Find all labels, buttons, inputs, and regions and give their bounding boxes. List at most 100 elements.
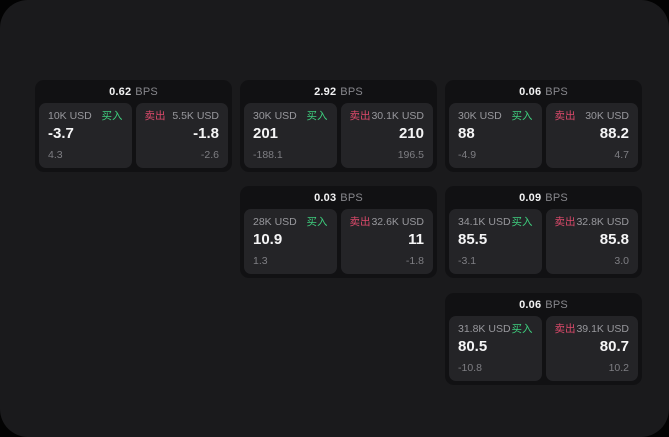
sell-tile[interactable]: 卖出 39.1K USD 80.7 10.2 (545, 316, 638, 381)
sell-label: 卖出 (349, 216, 371, 228)
buy-label: 买入 (511, 323, 533, 335)
buy-tile[interactable]: 30K USD 买入 201 -188.1 (244, 103, 337, 168)
quote-tiles: 10K USD 买入 -3.7 4.3 卖出 5.5K USD -1.8 -2.… (39, 103, 228, 168)
buy-delta: -4.9 (458, 149, 477, 161)
bps-value: 0.09 (519, 191, 542, 204)
bps-value: 0.06 (519, 85, 542, 98)
buy-tile[interactable]: 10K USD 买入 -3.7 4.3 (39, 103, 132, 168)
quote-card: 0.06 BPS 30K USD 买入 88 -4.9 卖出 30K USD 8… (445, 80, 642, 172)
buy-tile[interactable]: 31.8K USD 买入 80.5 -10.8 (449, 316, 542, 381)
buy-label: 买入 (306, 110, 328, 122)
buy-delta: -3.1 (458, 255, 477, 267)
buy-price: 201 (253, 125, 279, 142)
sell-notional: 32.8K USD (576, 216, 629, 228)
quote-tiles: 30K USD 买入 88 -4.9 卖出 30K USD 88.2 4.7 (449, 103, 638, 168)
sell-notional: 39.1K USD (576, 323, 629, 335)
sell-notional: 32.6K USD (371, 216, 424, 228)
buy-tile-top: 34.1K USD 买入 (458, 216, 533, 228)
bps-header: 2.92 BPS (244, 80, 433, 103)
bps-unit-label: BPS (545, 298, 568, 311)
sell-tile-top: 卖出 30.1K USD (350, 110, 425, 122)
buy-notional: 30K USD (458, 110, 502, 122)
sell-delta: 4.7 (614, 149, 629, 161)
buy-tile[interactable]: 34.1K USD 买入 85.5 -3.1 (449, 209, 542, 274)
buy-tile-top: 28K USD 买入 (253, 216, 328, 228)
sell-label: 卖出 (144, 110, 166, 122)
sell-label: 卖出 (554, 323, 576, 335)
buy-notional: 28K USD (253, 216, 297, 228)
buy-tile[interactable]: 30K USD 买入 88 -4.9 (449, 103, 542, 168)
quote-tiles: 31.8K USD 买入 80.5 -10.8 卖出 39.1K USD 80.… (449, 316, 638, 381)
sell-label: 卖出 (554, 216, 576, 228)
sell-price: 85.8 (599, 231, 629, 248)
buy-price: 85.5 (458, 231, 488, 248)
sell-label: 卖出 (554, 110, 576, 122)
sell-label: 卖出 (349, 110, 371, 122)
buy-tile-top: 30K USD 买入 (458, 110, 533, 122)
sell-price: 80.7 (599, 338, 629, 355)
sell-tile-top: 卖出 32.6K USD (350, 216, 425, 228)
bps-header: 0.06 BPS (449, 293, 638, 316)
bps-value: 0.62 (109, 85, 132, 98)
buy-label: 买入 (511, 216, 533, 228)
sell-notional: 30.1K USD (371, 110, 424, 122)
quote-tiles: 28K USD 买入 10.9 1.3 卖出 32.6K USD 11 -1.8 (244, 209, 433, 274)
sell-tile-top: 卖出 32.8K USD (555, 216, 630, 228)
sell-price: 210 (398, 125, 424, 142)
sell-price: -1.8 (193, 125, 219, 142)
sell-price: 11 (408, 231, 424, 248)
quote-card: 2.92 BPS 30K USD 买入 201 -188.1 卖出 30.1K … (240, 80, 437, 172)
sell-delta: 196.5 (397, 149, 424, 161)
sell-tile[interactable]: 卖出 5.5K USD -1.8 -2.6 (135, 103, 228, 168)
sell-tile-top: 卖出 30K USD (555, 110, 630, 122)
buy-delta: 4.3 (48, 149, 63, 161)
bps-unit-label: BPS (545, 191, 568, 204)
bps-header: 0.09 BPS (449, 186, 638, 209)
bps-value: 2.92 (314, 85, 337, 98)
bps-unit-label: BPS (545, 85, 568, 98)
buy-tile-top: 10K USD 买入 (48, 110, 123, 122)
sell-tile[interactable]: 卖出 30K USD 88.2 4.7 (545, 103, 638, 168)
bps-header: 0.06 BPS (449, 80, 638, 103)
sell-tile-top: 卖出 5.5K USD (145, 110, 220, 122)
buy-tile[interactable]: 28K USD 买入 10.9 1.3 (244, 209, 337, 274)
sell-tile[interactable]: 卖出 32.6K USD 11 -1.8 (340, 209, 433, 274)
bps-value: 0.06 (519, 298, 542, 311)
quote-card: 0.62 BPS 10K USD 买入 -3.7 4.3 卖出 5.5K USD… (35, 80, 232, 172)
buy-price: 10.9 (253, 231, 283, 248)
buy-label: 买入 (101, 110, 123, 122)
quote-tiles: 34.1K USD 买入 85.5 -3.1 卖出 32.8K USD 85.8… (449, 209, 638, 274)
sell-delta: 10.2 (608, 362, 629, 374)
quote-card: 0.06 BPS 31.8K USD 买入 80.5 -10.8 卖出 39.1… (445, 293, 642, 385)
bps-unit-label: BPS (340, 191, 363, 204)
buy-label: 买入 (511, 110, 533, 122)
buy-notional: 30K USD (253, 110, 297, 122)
buy-notional: 34.1K USD (458, 216, 511, 228)
sell-price: 88.2 (599, 125, 629, 142)
bps-unit-label: BPS (135, 85, 158, 98)
sell-tile[interactable]: 卖出 30.1K USD 210 196.5 (340, 103, 433, 168)
quote-tiles: 30K USD 买入 201 -188.1 卖出 30.1K USD 210 1… (244, 103, 433, 168)
quote-card: 0.09 BPS 34.1K USD 买入 85.5 -3.1 卖出 32.8K… (445, 186, 642, 278)
sell-notional: 30K USD (585, 110, 629, 122)
buy-notional: 10K USD (48, 110, 92, 122)
sell-delta: 3.0 (614, 255, 629, 267)
buy-notional: 31.8K USD (458, 323, 511, 335)
buy-tile-top: 31.8K USD 买入 (458, 323, 533, 335)
buy-price: -3.7 (48, 125, 74, 142)
buy-delta: -10.8 (458, 362, 482, 374)
buy-delta: -188.1 (253, 149, 283, 161)
sell-tile-top: 卖出 39.1K USD (555, 323, 630, 335)
sell-notional: 5.5K USD (172, 110, 219, 122)
buy-price: 88 (458, 125, 475, 142)
buy-tile-top: 30K USD 买入 (253, 110, 328, 122)
buy-price: 80.5 (458, 338, 488, 355)
sell-delta: -2.6 (200, 149, 219, 161)
quote-card: 0.03 BPS 28K USD 买入 10.9 1.3 卖出 32.6K US… (240, 186, 437, 278)
sell-tile[interactable]: 卖出 32.8K USD 85.8 3.0 (545, 209, 638, 274)
bps-header: 0.03 BPS (244, 186, 433, 209)
buy-label: 买入 (306, 216, 328, 228)
sell-delta: -1.8 (405, 255, 424, 267)
buy-delta: 1.3 (253, 255, 268, 267)
